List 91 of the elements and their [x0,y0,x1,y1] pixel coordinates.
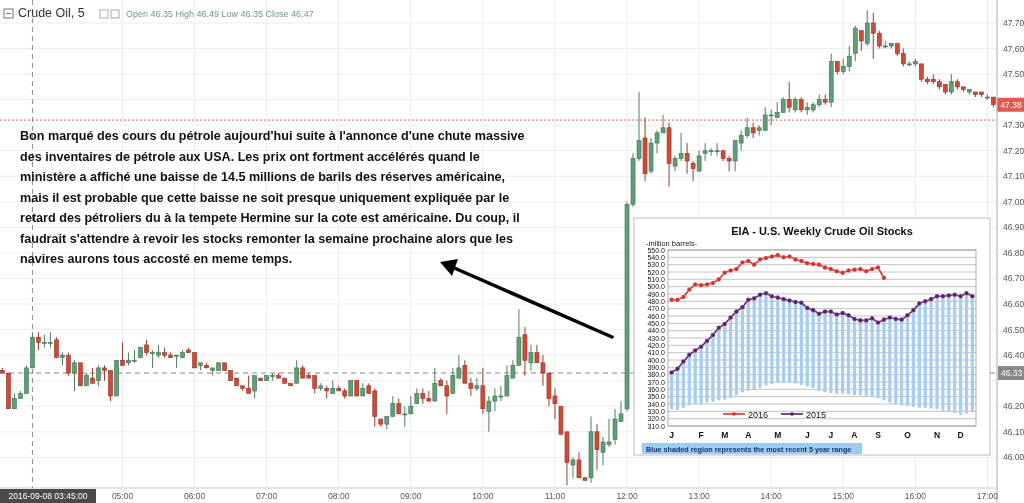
y-tick-label: 46.80 [1003,247,1024,258]
bar [888,317,892,403]
bar [835,314,839,394]
x-tick-label: 12:00 [616,491,638,501]
bar [699,346,703,404]
candlestick [858,30,864,52]
candlestick [864,9,870,47]
bar [876,322,880,399]
bar [764,293,768,386]
candlestick [474,377,480,392]
text: Crude Oil, 5 [18,6,85,20]
bar [958,296,963,415]
y-tick-label: 46.60 [1003,299,1024,310]
x-tick-label: A [745,430,752,440]
y-tick-label: 46.50 [1003,324,1024,335]
x-tick-label: 10:00 [472,491,494,501]
x-tick-label: 13:00 [688,491,710,501]
candlestick [432,367,438,402]
bar [935,296,939,410]
y-tick-label: 47.70 [1003,17,1024,28]
bar [941,296,945,411]
candlestick [949,73,954,96]
y-tick-label: 47.10 [1003,171,1024,182]
candlestick [786,81,792,113]
candlestick [120,341,125,366]
y-tick-label: 46.20 [1003,401,1024,412]
candlestick [78,362,83,387]
bar [817,313,821,391]
bar [964,293,969,414]
x-tick-label: J [669,430,675,440]
candlestick [96,364,101,387]
bar [823,311,827,393]
x-tick-label: 08:00 [328,491,350,501]
candlestick [594,423,600,471]
legend-label: 2015 [806,409,827,420]
chart-title: EIA - U.S. Weekly Crude Oil Stocks [731,225,913,237]
x-tick-label: 11:00 [544,491,566,501]
x-tick-label: J [804,430,810,440]
bar [923,301,927,408]
legend-label: 2016 [748,409,769,420]
x-tick-label: 06:00 [183,491,206,501]
y-tick-label: 47.30 [1003,120,1024,131]
y-tick-label: 46.10 [1003,426,1024,437]
annotation: Bon marqué des cours du pétrole aujourd'hui suite à l'annonce d'une chute massive des inventaires de pétrole aux USA. Les prix ont fortment accélérés quand le ministère a affiché une baisse de 14.5 millions de barils des réserves américaine, mais il est probable que cette baisse ne soit presque uniquement expliquée par le retard des pétroliers du à la tempete Hermine sur la cote est américaine. Du coup, il faudrait s'attendre à revoir les stocks remonter la semaine prochaine alors que les navires aurons tous accosté en meme temps. [20,129,525,266]
candlestick [528,344,534,371]
x-tick-label: 07:00 [256,491,278,501]
candlestick [54,336,59,359]
bar [752,298,756,391]
bar [970,296,974,413]
y-tick-label: 46.70 [1003,273,1024,284]
bar [917,303,921,408]
y-tick-label: 47.50 [1003,69,1024,80]
x-tick-label: O [904,430,912,440]
candlestick [72,359,77,392]
bar [947,295,951,412]
candlestick [684,142,690,175]
x-tick-label: F [698,430,704,440]
x-tick-label: N [933,430,941,440]
candlestick [570,456,576,479]
x-tick-label: J [828,430,834,440]
x-tick-label: 09:00 [400,491,422,501]
candlestick [66,352,71,377]
x-tick-label: M [721,430,729,440]
candlestick [252,375,257,400]
y-tick-label: 46.40 [1003,350,1024,361]
annotation: 47.38 [1000,99,1022,110]
ref-line-label: 46.33 [1001,368,1023,379]
x-tick-label: D [957,430,964,440]
text: Open 46.35 High 46.49 Low 46.35 Close 46.47 [126,9,314,19]
candlestick [294,359,299,384]
bar [787,300,792,383]
candlestick [480,367,486,415]
candlestick [696,150,702,172]
bar [758,294,762,388]
x-tick-label: 17:00 [976,491,999,501]
y-tick-label: 47.00 [1003,196,1024,207]
y-tick-label: 47.60 [1003,43,1024,54]
x-tick-label: M [774,430,782,440]
x-tick-label: 14:00 [760,491,783,501]
x-tick-label: 16:00 [904,491,927,501]
y-tick-label: 46.90 [1003,222,1024,233]
y-tick-label: 46.00 [1003,452,1024,463]
bar [882,319,886,401]
x-tick-label: S [875,430,882,440]
x-tick-label: A [851,430,858,440]
candlestick [690,160,696,182]
ref-line-label: 2016-09-08 03:45:00 [8,491,88,501]
x-tick-label: 05:00 [111,491,134,501]
bar [829,311,833,393]
x-tick-label: 15:00 [832,491,855,501]
y-tick-label: 47.20 [1003,145,1024,156]
